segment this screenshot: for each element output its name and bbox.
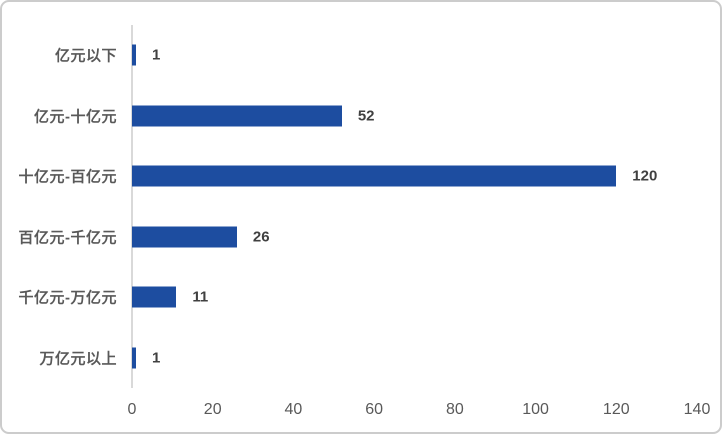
x-axis-tick-label: 120: [602, 401, 630, 418]
value-label: 1: [152, 46, 161, 64]
x-axis-tick-label: 40: [284, 401, 303, 418]
x-axis-tick-label: 80: [445, 401, 464, 418]
value-label: 52: [357, 107, 375, 125]
category-label: 亿元以下: [54, 47, 117, 65]
category-label: 百亿元-千亿元: [18, 229, 117, 247]
y-axis-line: [131, 25, 133, 388]
value-label: 120: [632, 167, 658, 185]
category-label: 万亿元以上: [39, 350, 117, 368]
x-axis-tick-label: 100: [522, 401, 549, 418]
category-label: 十亿元-百亿元: [18, 168, 117, 186]
value-label: 1: [152, 349, 161, 367]
x-axis-tick-label: 20: [203, 401, 222, 418]
bar: [132, 226, 237, 248]
bar: [132, 347, 137, 369]
value-label: 11: [192, 288, 209, 306]
bar: [132, 44, 137, 66]
x-axis-tick-label: 60: [365, 401, 384, 418]
value-label: 26: [252, 228, 270, 246]
bar: [132, 165, 617, 187]
x-axis-tick-label: 0: [127, 401, 137, 418]
bar: [132, 105, 342, 127]
bar: [132, 286, 177, 308]
category-label: 千亿元-万亿元: [18, 289, 117, 307]
category-label: 亿元-十亿元: [34, 108, 117, 126]
x-axis-tick-label: 140: [683, 401, 711, 418]
